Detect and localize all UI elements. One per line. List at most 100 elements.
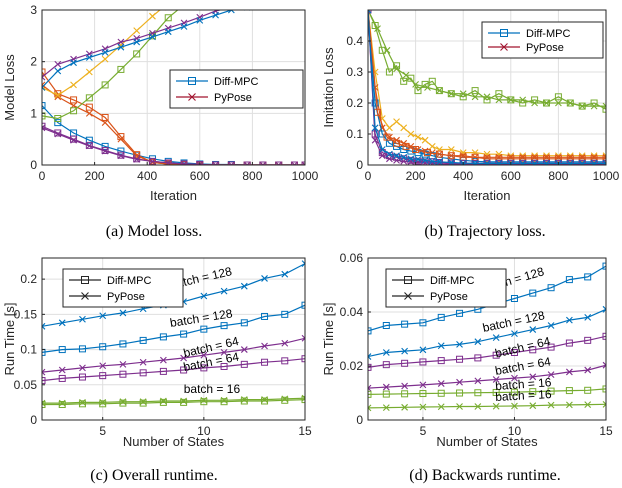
data-point	[275, 161, 283, 165]
data-point	[529, 373, 537, 381]
x-tick-label: 200	[85, 169, 105, 183]
data-point	[261, 312, 269, 320]
data-point	[543, 160, 550, 165]
data-point	[261, 342, 268, 350]
data-point	[85, 68, 93, 76]
data-point	[99, 362, 107, 370]
y-tick-label: 0.2	[20, 272, 37, 286]
data-point	[602, 332, 606, 340]
data-point	[240, 282, 248, 290]
data-point	[578, 155, 586, 163]
data-point	[419, 381, 427, 389]
data-point	[436, 158, 443, 165]
data-point	[447, 152, 455, 160]
data-point	[456, 389, 464, 397]
legend-label: Diff-MPC	[214, 76, 258, 88]
panel-caption: (c) Overall runtime.	[90, 467, 218, 484]
legend-box	[385, 268, 507, 308]
data-point	[275, 161, 283, 165]
data-point	[101, 147, 109, 155]
data-point	[401, 382, 409, 390]
series-line-8	[42, 10, 236, 88]
data-point	[212, 161, 220, 165]
batch-annotation: batch = 16	[184, 382, 241, 396]
data-point	[101, 48, 109, 56]
data-point	[301, 355, 305, 363]
data-point	[382, 349, 390, 356]
data-point	[78, 373, 86, 381]
data-point	[58, 346, 66, 354]
data-point	[382, 390, 390, 398]
series-line-3	[42, 84, 305, 165]
data-point	[555, 99, 562, 107]
data-point	[531, 99, 538, 107]
data-point	[378, 46, 386, 54]
data-point	[139, 369, 147, 377]
data-point	[378, 146, 386, 153]
data-point	[519, 155, 527, 163]
data-point	[240, 319, 248, 327]
data-point	[474, 377, 482, 385]
data-point	[149, 12, 156, 20]
data-point	[401, 320, 409, 328]
y-tick-label: 0.02	[340, 359, 364, 373]
y-axis-label: Run Time [s]	[2, 303, 17, 376]
data-point	[281, 339, 289, 347]
data-point	[382, 322, 390, 329]
data-point	[42, 377, 46, 385]
y-tick-label: 0.4	[346, 34, 363, 48]
data-point	[119, 399, 127, 407]
data-point	[407, 74, 415, 82]
data-point	[531, 155, 539, 163]
data-point	[42, 122, 46, 130]
data-point	[419, 346, 427, 354]
data-point	[291, 161, 298, 165]
data-point	[495, 96, 503, 104]
legend-label: PyPose	[107, 291, 145, 303]
data-point	[407, 130, 415, 138]
x-tick-label: 800	[548, 169, 568, 183]
data-point	[547, 284, 555, 292]
data-point	[547, 371, 555, 379]
data-point	[85, 54, 93, 61]
data-point	[117, 65, 125, 73]
x-tick-label: 600	[501, 169, 521, 183]
y-axis-label: Model Loss	[2, 54, 17, 121]
data-point	[471, 93, 479, 101]
data-point	[393, 65, 400, 73]
data-point	[164, 14, 172, 22]
data-point	[483, 155, 491, 163]
data-point	[510, 349, 518, 356]
data-point	[378, 152, 386, 160]
data-point	[414, 87, 422, 95]
data-point	[70, 107, 78, 115]
data-point	[584, 273, 592, 281]
data-point	[227, 10, 235, 14]
x-tick-label: 400	[453, 169, 473, 183]
data-point	[368, 390, 372, 398]
data-point	[180, 160, 188, 165]
legend-x-marker	[188, 93, 196, 101]
data-point	[133, 151, 141, 159]
legend-label: PyPose	[526, 42, 564, 54]
data-point	[164, 160, 172, 165]
data-point	[483, 160, 491, 165]
data-point	[602, 400, 606, 408]
data-point	[400, 124, 408, 132]
data-point	[428, 143, 436, 150]
data-point	[547, 322, 555, 329]
data-point	[386, 150, 393, 158]
data-point	[510, 295, 518, 302]
data-point	[58, 401, 66, 409]
data-point	[492, 334, 500, 342]
legend-square-marker	[500, 29, 508, 37]
series-line-4	[42, 127, 305, 165]
data-point	[565, 316, 573, 324]
data-point	[42, 348, 46, 356]
data-point	[220, 348, 228, 356]
panel-c-overall-runtime: 5 10 15 0 0.05 0.1 0.15 0.2 Number of States Run …	[2, 257, 312, 484]
data-point	[301, 161, 305, 165]
data-point	[133, 155, 141, 163]
data-point	[584, 366, 592, 374]
legend-label: Diff-MPC	[107, 275, 151, 287]
